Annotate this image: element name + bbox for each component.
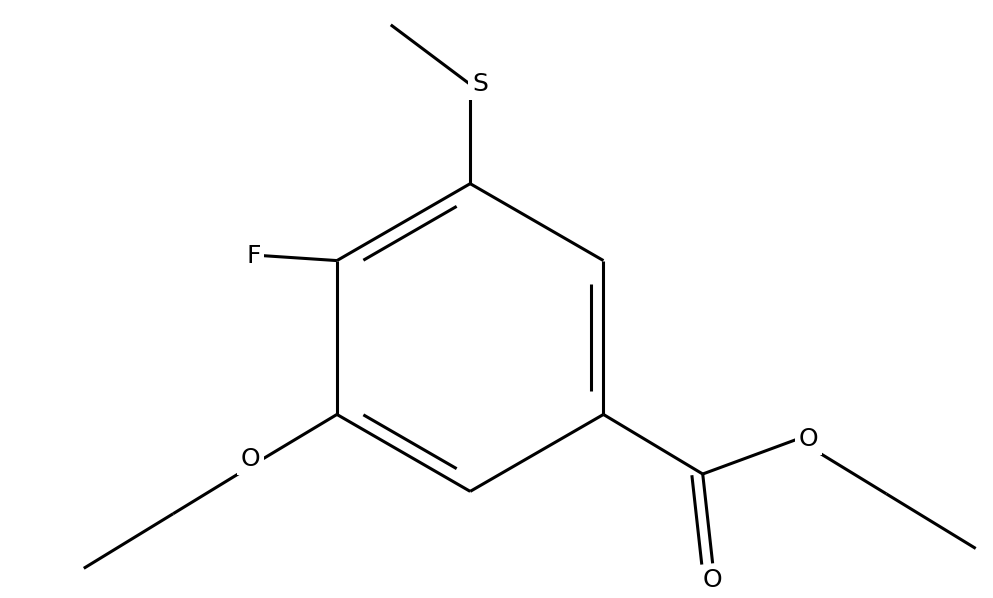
Text: O: O — [703, 568, 723, 593]
Text: S: S — [473, 72, 488, 96]
Text: O: O — [799, 427, 818, 451]
Text: O: O — [241, 447, 260, 471]
Text: F: F — [246, 243, 260, 268]
